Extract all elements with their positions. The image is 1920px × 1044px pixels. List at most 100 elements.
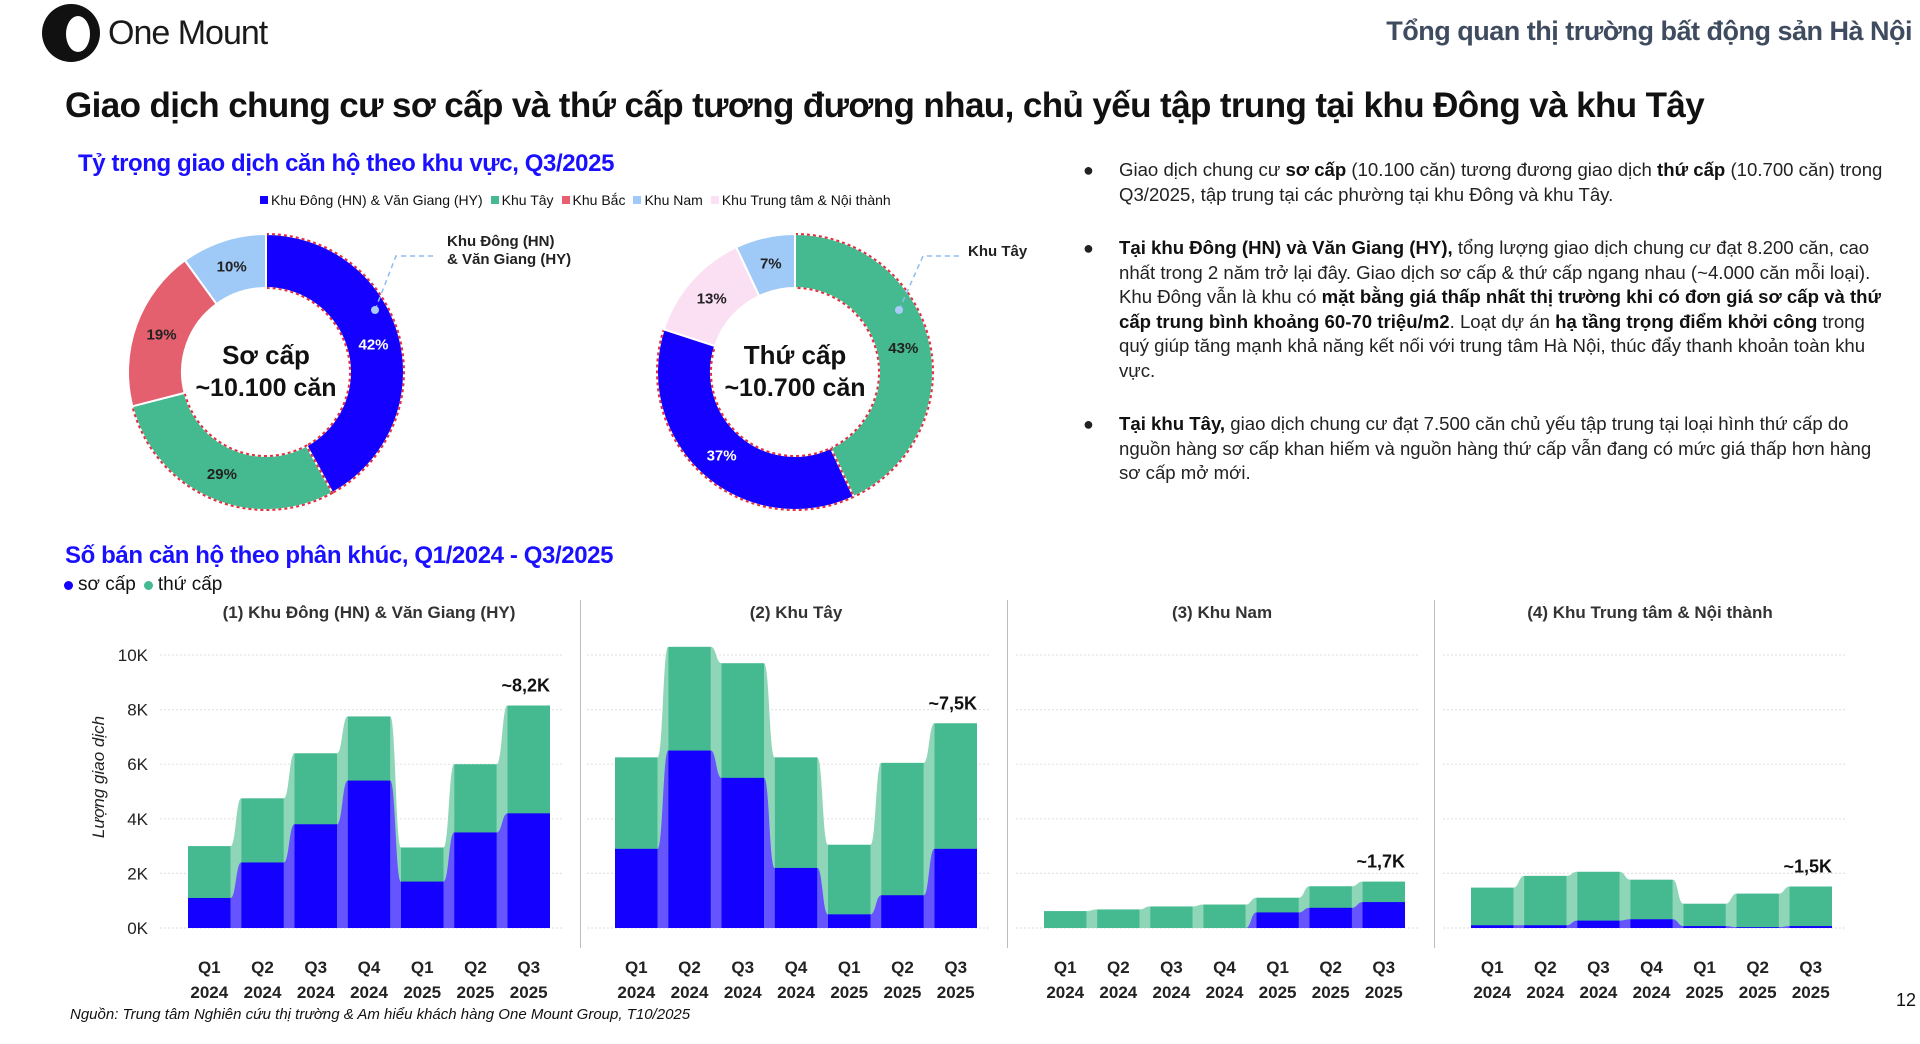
bar-primary [188,897,231,928]
bar-primary [1683,926,1726,928]
source-note: Nguồn: Trung tâm Nghiên cứu thị trường &… [70,1006,691,1023]
text-segment: trong quý giúp tăng mạnh khả năng kết nố… [1119,310,1866,381]
connector-primary [870,895,882,928]
x-tick-year: 2025 [1365,983,1403,1002]
legend-item: Khu Trung tâm & Nội thành [710,192,891,208]
bar-secondary [1097,909,1140,928]
x-tick-year: 2024 [244,983,282,1002]
connector-primary [1298,907,1310,928]
bars-legend: sơ cấp thứ cấp [64,574,222,596]
text-segment: tổng lượng giao dịch chung cư đạt 8.200 … [1119,237,1871,308]
page-number: 12 [1896,990,1917,1010]
text-segment: (10.700 căn) trong Q3/2025, tập trung tạ… [1119,159,1883,205]
x-tick-year: 2025 [830,983,868,1002]
connector-primary [390,780,401,928]
total-annotation: ~1,5K [1783,857,1832,877]
panel-divider [1007,600,1008,948]
bullet-text: Giao dịch chung cư sơ cấp (10.100 căn) t… [1119,158,1883,207]
x-tick-year: 2024 [1206,983,1244,1002]
panel-title: (4) Khu Trung tâm & Nội thành [1527,603,1773,622]
bar-secondary [1789,886,1832,928]
connector-primary [1513,925,1525,928]
bullet-dot-icon: ● [1083,238,1094,258]
callout-label-line: & Văn Giang (HY) [447,251,571,268]
logo-text: One Mount [108,14,268,52]
connector-secondary [1139,906,1151,928]
connector-primary [817,867,828,928]
x-tick-quarter: Q2 [1534,958,1557,977]
bar-primary [774,867,818,928]
donut-slice [656,328,856,511]
legend-item: sơ cấp [64,574,136,596]
connector-secondary [1778,886,1790,928]
x-tick-quarter: Q2 [891,958,914,977]
bar-primary [347,780,391,928]
page-title: Giao dịch chung cư sơ cấp và thứ cấp tươ… [65,86,1705,125]
x-tick-year: 2024 [1152,983,1190,1002]
x-tick-year: 2025 [937,983,975,1002]
panel-title: (2) Khu Tây [750,603,843,622]
x-tick-quarter: Q2 [251,958,274,977]
x-tick-quarter: Q4 [785,958,808,977]
x-tick-quarter: Q1 [198,958,221,977]
x-tick-year: 2025 [1312,983,1350,1002]
y-tick-label: 10K [118,646,149,665]
total-annotation: ~7,5K [928,693,977,713]
panel-divider [1434,600,1435,948]
legend-swatch [260,196,268,204]
panel-title: (3) Khu Nam [1172,603,1272,622]
connector-secondary [1192,904,1204,928]
bar-primary [1362,902,1405,928]
bar-primary [615,848,658,928]
bar-primary [454,832,497,928]
donut-center-title: Thứ cấp [744,340,847,370]
total-annotation: ~8,2K [501,676,550,696]
connector-secondary [1566,871,1578,928]
legend-label: sơ cấp [78,574,136,595]
legend-label: thứ cấp [157,574,223,595]
panel-title: (1) Khu Đông (HN) & Văn Giang (HY) [223,603,516,622]
callout-label-line: Khu Tây [968,243,1028,260]
donut-percent-label: 37% [707,447,737,464]
x-tick-quarter: Q2 [1107,958,1130,977]
connector-secondary [1672,879,1684,928]
callout-label: Khu Đông (HN) & Văn Giang (HY) [447,233,571,268]
one-mount-logo-icon [42,4,100,62]
x-tick-year: 2024 [671,983,709,1002]
donut-slice [183,232,267,306]
bar-primary [507,813,550,928]
x-tick-quarter: Q3 [517,958,540,977]
bar-primary [934,848,977,928]
connector-primary [1351,902,1363,928]
x-tick-quarter: Q1 [1481,958,1504,977]
y-tick-label: 2K [127,864,148,883]
y-tick-label: 6K [127,755,148,774]
x-tick-quarter: Q4 [358,958,381,977]
donut-highlight-outline [131,391,334,511]
bars-section-title: Số bán căn hộ theo phân khúc, Q1/2024 - … [65,542,614,569]
callout-dot [371,306,379,314]
connector-primary [337,780,348,928]
bar-secondary [1736,893,1779,928]
bullet-text: Tại khu Đông (HN) và Văn Giang (HY), tổn… [1119,236,1883,384]
donut-highlight-outline [265,232,405,495]
x-tick-year: 2024 [1526,983,1564,1002]
bold-text: Tại khu Đông (HN) và Văn Giang (HY), [1119,237,1453,258]
donut-center-value: ~10.100 căn [195,374,336,402]
x-tick-year: 2024 [1046,983,1084,1002]
x-tick-year: 2024 [190,983,228,1002]
bar-secondary [827,844,871,928]
legend-swatch [633,196,642,204]
x-tick-quarter: Q4 [1640,958,1663,977]
donut-percent-label: 10% [217,258,247,275]
x-tick-year: 2024 [724,983,762,1002]
legend-swatch [561,196,570,204]
connector-primary [1566,920,1578,928]
bar-primary [1789,926,1832,928]
x-tick-quarter: Q1 [625,958,648,977]
donut-percent-label: 7% [760,256,782,273]
x-tick-quarter: Q2 [1319,958,1342,977]
connector-primary [1245,912,1257,928]
y-tick-label: 4K [127,810,148,829]
